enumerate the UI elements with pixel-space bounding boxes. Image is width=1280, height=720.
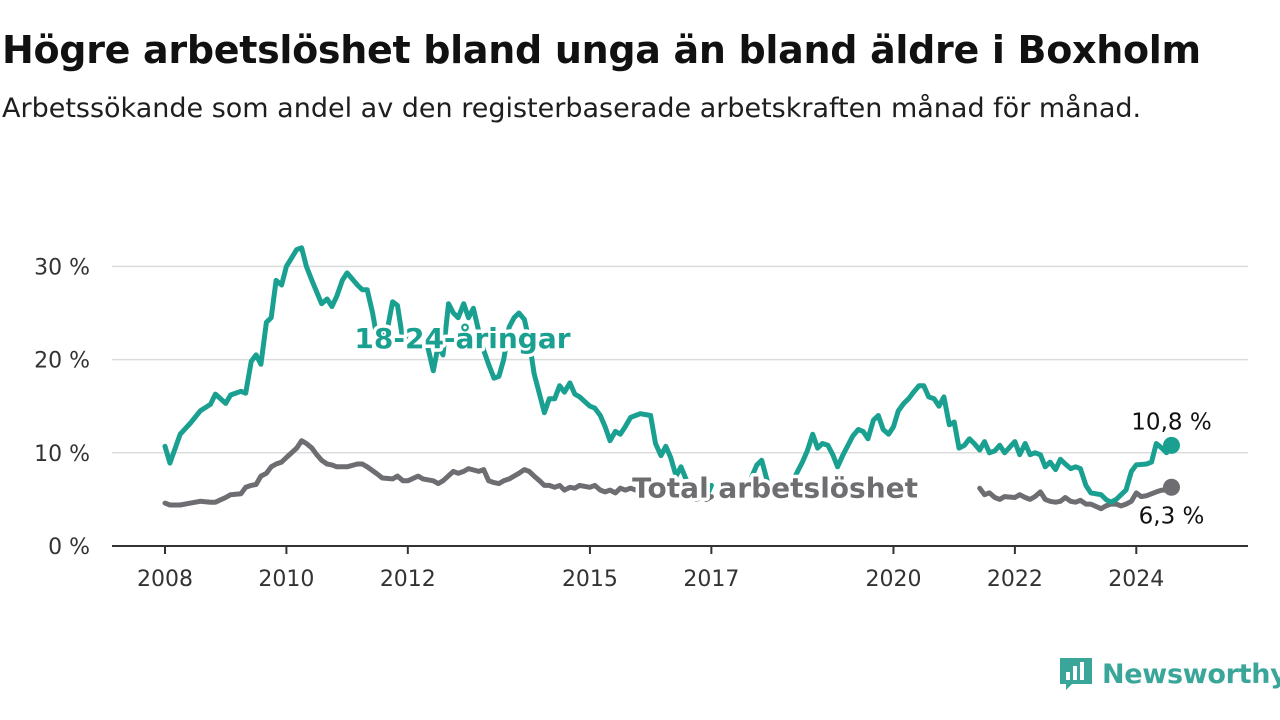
brand-name: Newsworthy [1102,658,1280,690]
x-tick-label: 2024 [1108,567,1164,592]
series-label-youth: 18-24-åringar [354,322,570,355]
y-tick-label: 10 % [34,442,90,467]
x-tick-label: 2020 [865,567,921,592]
series-line-youth [162,245,1174,505]
chart-subtitle: Arbetssökande som andel av den registerb… [2,93,1142,124]
chart-title: Högre arbetslöshet bland unga än bland ä… [2,28,1201,72]
end-point-youth [1163,436,1181,454]
end-value-total: 6,3 % [1139,503,1205,529]
series-line-total [162,438,1174,512]
series-label-total: Total arbetslöshet [632,471,918,504]
x-tick-label: 2017 [683,567,739,592]
x-tick-label: 2022 [987,567,1043,592]
end-point-total [1163,478,1181,496]
bar-chart-logo-icon [1060,658,1092,690]
end-value-youth: 10,8 % [1131,409,1211,435]
y-tick-label: 30 % [34,255,90,280]
x-tick-label: 2008 [137,567,193,592]
x-tick-label: 2010 [258,567,314,592]
y-tick-label: 20 % [34,349,90,374]
y-tick-label: 0 % [48,535,90,560]
x-tick-label: 2012 [380,567,436,592]
newsworthy-logo: Newsworthy [1058,654,1280,694]
x-tick-label: 2015 [562,567,618,592]
